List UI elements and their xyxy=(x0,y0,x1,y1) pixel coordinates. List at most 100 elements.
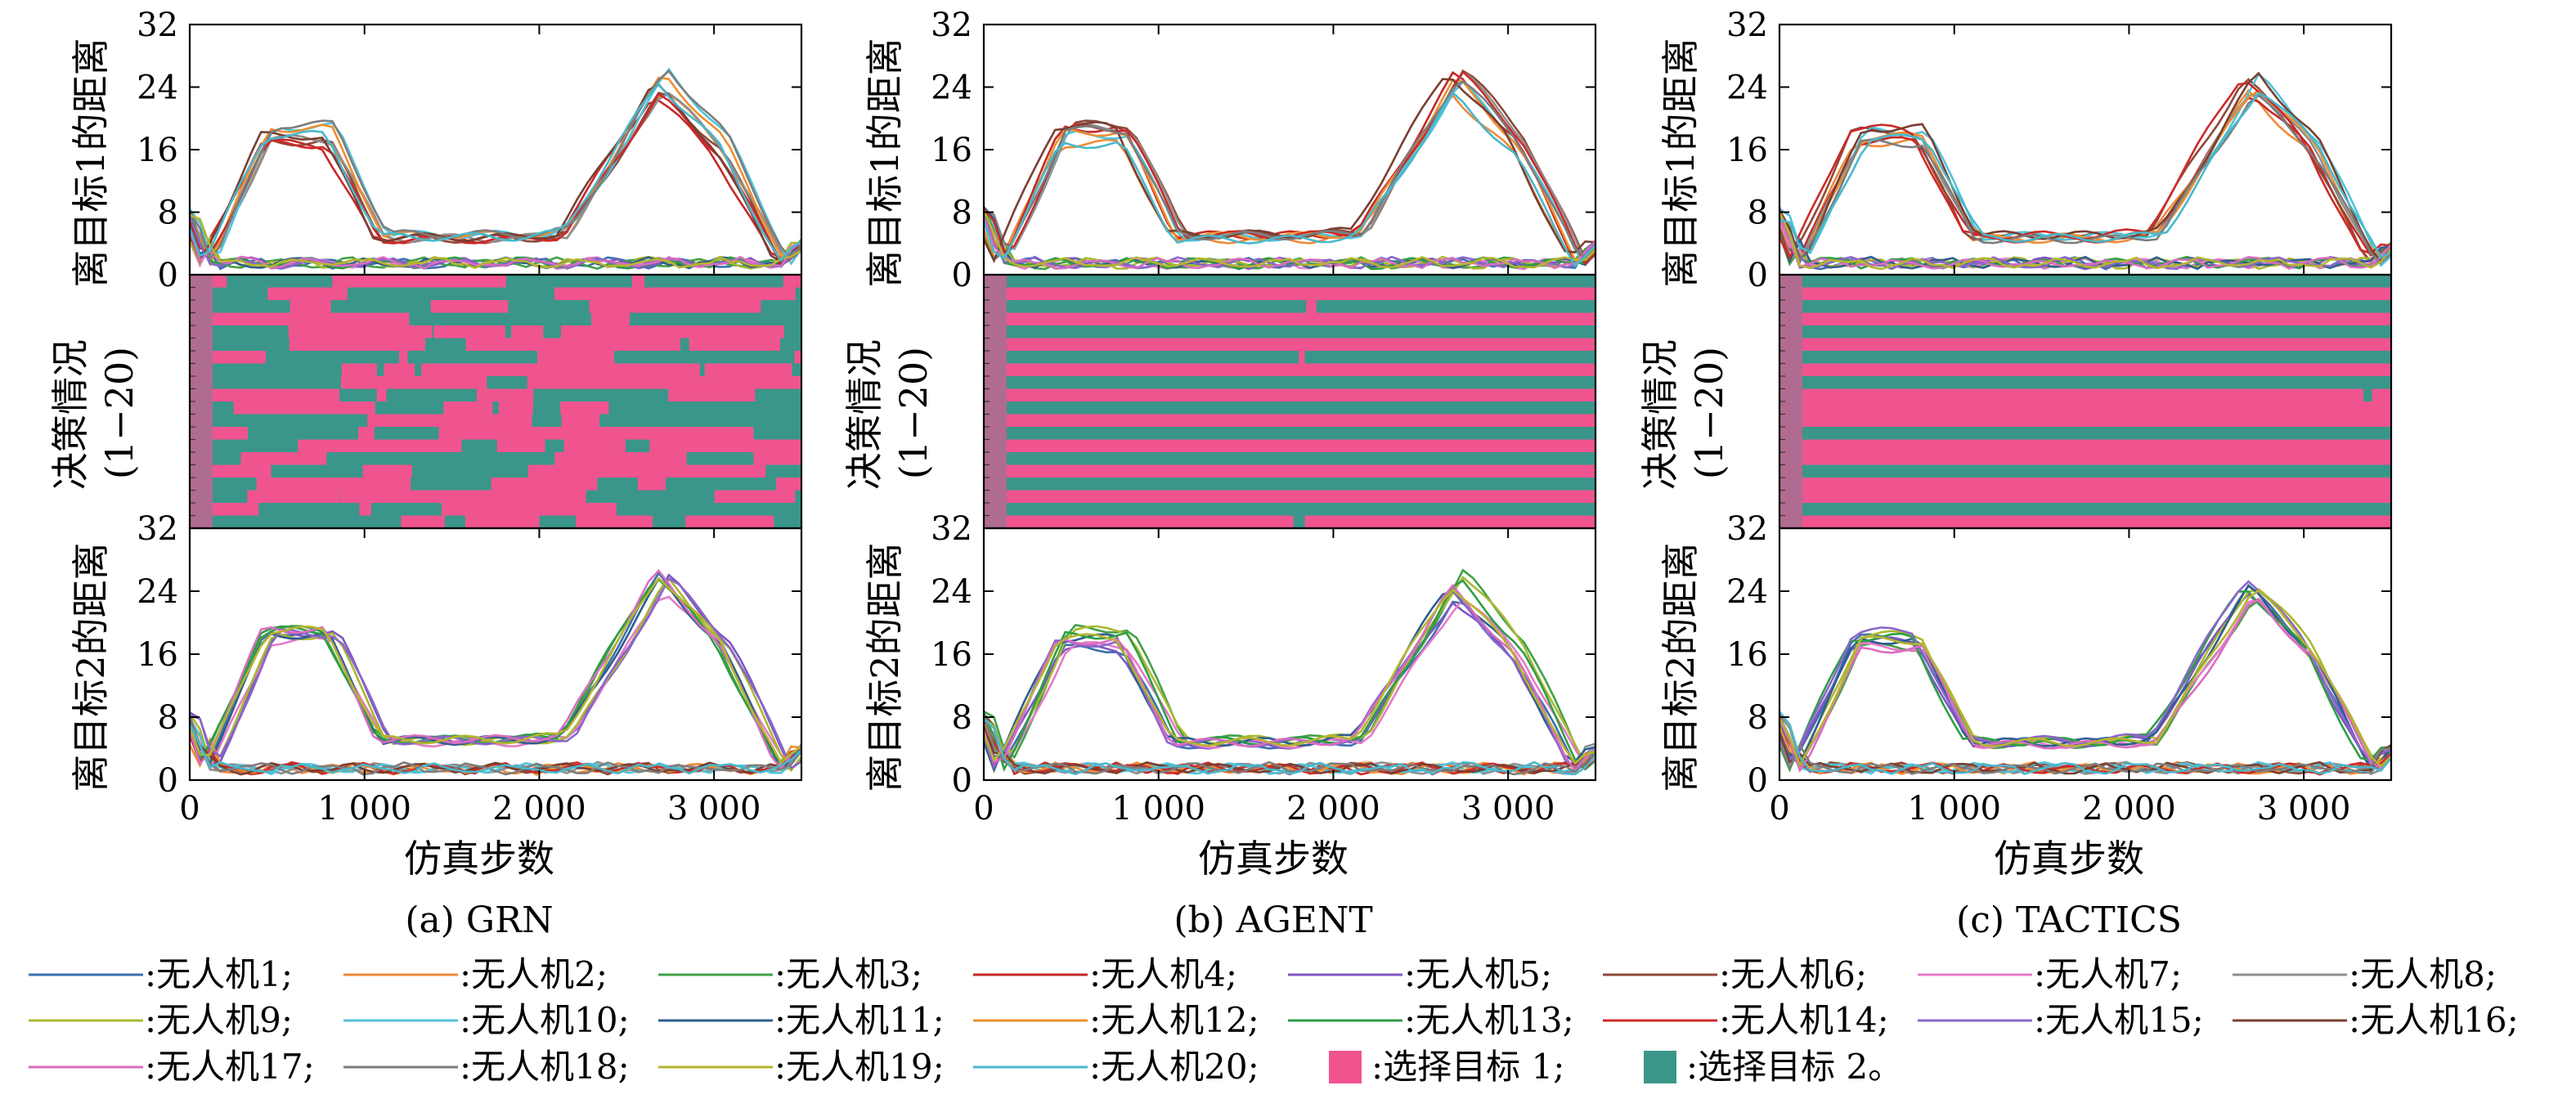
decision-row-start-11 xyxy=(190,401,213,415)
decision-row-start-7 xyxy=(984,351,1007,364)
decision-switch-segment xyxy=(714,490,769,504)
decision-switch-segment xyxy=(227,275,333,288)
decision-switch-segment xyxy=(266,351,400,364)
decision-row-13 xyxy=(1779,427,2391,440)
decision-row-12 xyxy=(984,414,1595,428)
decision-row-start-12 xyxy=(190,414,213,428)
distance-target1-ytick-label: 8 xyxy=(952,195,972,232)
decision-switch-segment xyxy=(464,376,487,389)
decision-switch-segment xyxy=(689,338,780,352)
decision-row-start-16 xyxy=(1779,464,1802,478)
distance-target1-ytick-label: 32 xyxy=(137,7,178,44)
decision-row-start-4 xyxy=(984,312,1007,326)
distance-target2-ylabel: 离目标2的距离 xyxy=(69,542,113,792)
distance-target2-ytick-label: 16 xyxy=(137,636,178,674)
decision-switch-segment xyxy=(587,515,653,529)
decision-switch-segment xyxy=(409,312,528,326)
decision-row-4 xyxy=(1779,312,2391,326)
decision-row-start-13 xyxy=(190,427,213,440)
decision-switch-segment xyxy=(299,401,354,415)
xaxis-label: 仿真步数 xyxy=(404,837,554,881)
decision-switch-segment xyxy=(271,464,363,478)
distance-target1-ylabel: 离目标1的距离 xyxy=(69,38,113,287)
decision-row-start-8 xyxy=(984,363,1007,377)
decision-switch-segment xyxy=(557,287,684,301)
distance-target1-ytick-label: 0 xyxy=(1748,257,1768,294)
decision-switch-segment xyxy=(333,325,383,339)
distance-target1-ytick-label: 16 xyxy=(931,132,972,169)
distance-target1-ytick-label: 8 xyxy=(158,195,178,232)
xtick-label: 0 xyxy=(179,790,200,828)
decision-switch-segment xyxy=(258,503,360,516)
distance-target1-panel: 0 8 16 24 32 离目标1的距离 xyxy=(863,7,1597,294)
distance-target2-series-line-9 xyxy=(188,576,803,773)
decision-switch-segment xyxy=(680,287,766,301)
decision-switch-segment xyxy=(289,300,331,313)
decision-switch-segment xyxy=(469,363,553,377)
decision-switch-segment xyxy=(433,325,506,339)
distance-target2-ytick-label: 16 xyxy=(1726,636,1768,674)
decision-row-13 xyxy=(984,427,1595,440)
decision-switch-segment xyxy=(469,464,528,478)
distance-target2-series-line-5 xyxy=(189,573,802,771)
decision-switch-segment xyxy=(599,363,700,377)
decision-row-18 xyxy=(984,490,1595,504)
xtick-label: 2 000 xyxy=(492,790,586,828)
decision-row-17 xyxy=(1779,478,2391,491)
distance-target1-ytick-label: 0 xyxy=(952,257,972,294)
legend-label-7: :无人机7; xyxy=(2034,954,2182,994)
decision-switch-segment xyxy=(527,376,667,389)
distance-target2-panel: 0 8 16 24 32 离目标2的距离 xyxy=(863,510,1597,800)
decision-switch-segment xyxy=(370,503,442,516)
decision-switch-segment xyxy=(268,452,327,465)
distance-target1-ytick-label: 16 xyxy=(137,132,178,169)
decision-row-start-16 xyxy=(190,464,213,478)
legend-label-1: :无人机1; xyxy=(145,954,293,994)
decision-ylabel: 决策情况 xyxy=(842,339,886,490)
decision-row-start-9 xyxy=(984,376,1007,389)
distance-target2-series-line-17 xyxy=(188,568,802,771)
decision-ylabel: 决策情况 xyxy=(48,339,92,490)
decision-switch-segment xyxy=(1306,300,1317,313)
xtick-label: 3 000 xyxy=(1461,790,1555,828)
decision-switch-segment xyxy=(374,427,439,440)
decision-switch-segment xyxy=(464,515,540,529)
decision-switch-segment xyxy=(267,287,348,301)
distance-target2-series-line-11 xyxy=(188,576,803,771)
distance-target2-series-line-17 xyxy=(982,583,1596,773)
distance-target2-series-line-20 xyxy=(1778,711,2393,775)
distance-target1-series-line-19 xyxy=(982,210,1596,269)
distance-target2-panel: 0 8 16 24 32 离目标2的距离 xyxy=(1658,510,2393,800)
legend-swatch-target2 xyxy=(1644,1051,1676,1083)
legend-label-18: :无人机18; xyxy=(460,1047,630,1087)
decision-row-16 xyxy=(1779,464,2391,478)
distance-target2-ytick-label: 32 xyxy=(931,510,972,548)
decision-switch-segment xyxy=(328,427,358,440)
decision-row-start-7 xyxy=(1779,351,1802,364)
distance-target2-series-line-18 xyxy=(1778,741,2392,775)
legend-label-10: :无人机10; xyxy=(460,1000,630,1040)
decision-switch-segment xyxy=(491,478,598,491)
decision-ylabel-range: (1−20) xyxy=(97,347,141,479)
decision-row-start-19 xyxy=(1779,503,1802,516)
decision-row-start-9 xyxy=(1779,376,1802,389)
decision-row-start-19 xyxy=(984,503,1007,516)
decision-row-12 xyxy=(1779,414,2391,428)
decision-switch-segment xyxy=(498,401,533,415)
decision-row-8 xyxy=(984,363,1595,377)
decision-switch-segment xyxy=(496,439,545,453)
decision-row-start-20 xyxy=(190,515,213,529)
legend-label-6: :无人机6; xyxy=(1719,954,1867,994)
decision-row-6 xyxy=(984,338,1595,352)
decision-row-start-2 xyxy=(190,287,213,301)
distance-target2-series-line-17 xyxy=(1778,598,2393,774)
decision-switch-segment xyxy=(529,275,625,288)
decision-switch-segment xyxy=(411,464,454,478)
decision-row-start-6 xyxy=(190,338,213,352)
decision-switch-segment xyxy=(649,439,765,453)
legend-swatch-target1 xyxy=(1329,1051,1362,1083)
decision-row-9 xyxy=(984,376,1595,389)
decision-switch-segment xyxy=(401,414,532,428)
legend-label-13: :无人机13; xyxy=(1404,1000,1574,1040)
